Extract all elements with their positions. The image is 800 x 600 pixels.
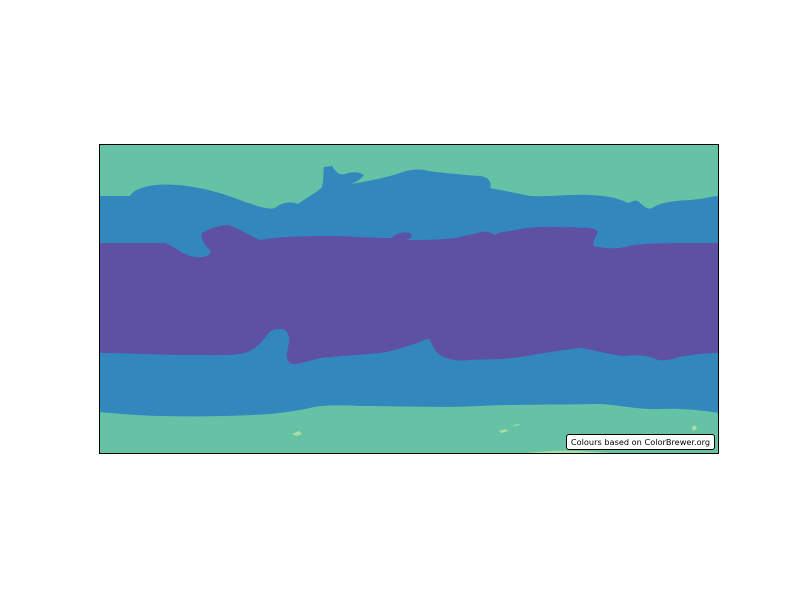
southern-patch-3 [513, 424, 520, 426]
tropical-band [99, 225, 719, 365]
map-frame-border [99, 144, 719, 454]
map-area [99, 144, 719, 454]
north-polar-notch [136, 183, 142, 186]
southern-patch-2 [499, 429, 508, 433]
southern-patch-4 [692, 425, 697, 431]
credit-label: Colours based on ColorBrewer.org [566, 434, 715, 450]
southern-patch-1 [292, 431, 302, 436]
